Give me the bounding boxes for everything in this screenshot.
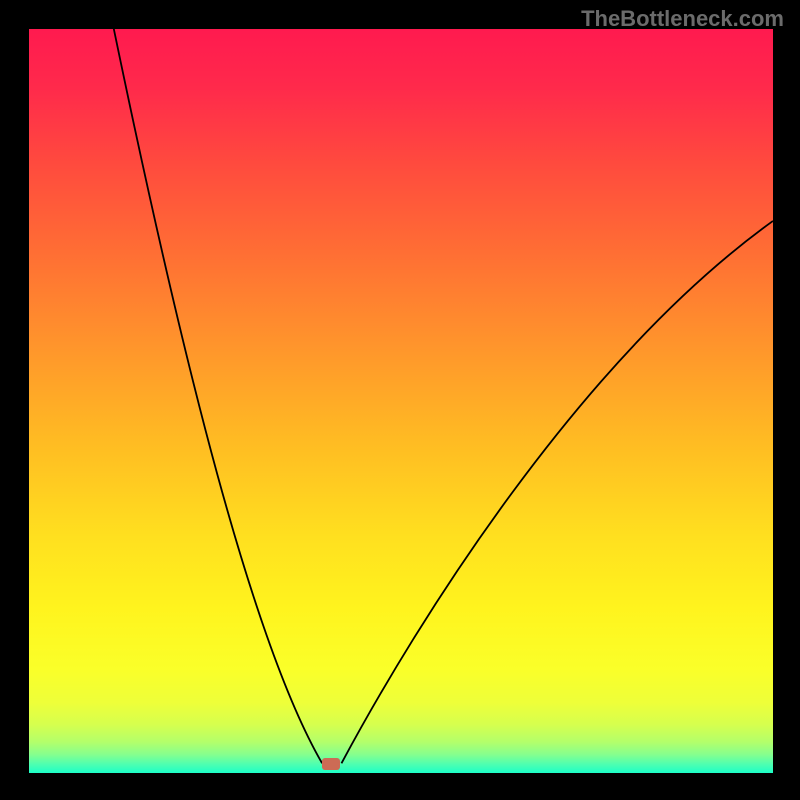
watermark-text: TheBottleneck.com <box>581 6 784 32</box>
chart-frame <box>29 29 773 773</box>
gradient-background <box>29 29 773 773</box>
optimal-point-marker <box>322 758 341 771</box>
plot-area <box>29 29 773 773</box>
